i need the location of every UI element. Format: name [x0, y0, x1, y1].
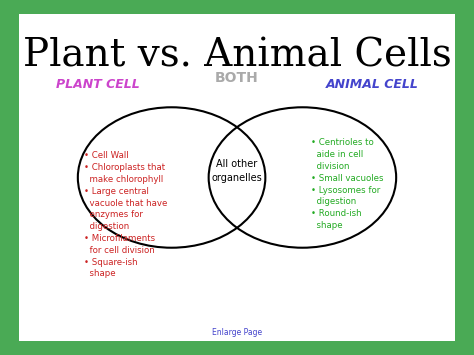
Text: Enlarge Page: Enlarge Page	[212, 328, 262, 337]
Text: All other
organelles: All other organelles	[211, 159, 263, 183]
Text: • Centrioles to
  aide in cell
  division
• Small vacuoles
• Lysosomes for
  dig: • Centrioles to aide in cell division • …	[311, 138, 383, 230]
Text: • Cell Wall
• Chloroplasts that
  make chlorophyll
• Large central
  vacuole tha: • Cell Wall • Chloroplasts that make chl…	[84, 151, 168, 278]
Text: ANIMAL CELL: ANIMAL CELL	[326, 78, 419, 91]
Text: BOTH: BOTH	[215, 71, 259, 85]
Text: Plant vs. Animal Cells: Plant vs. Animal Cells	[23, 37, 451, 74]
Text: PLANT CELL: PLANT CELL	[55, 78, 139, 91]
